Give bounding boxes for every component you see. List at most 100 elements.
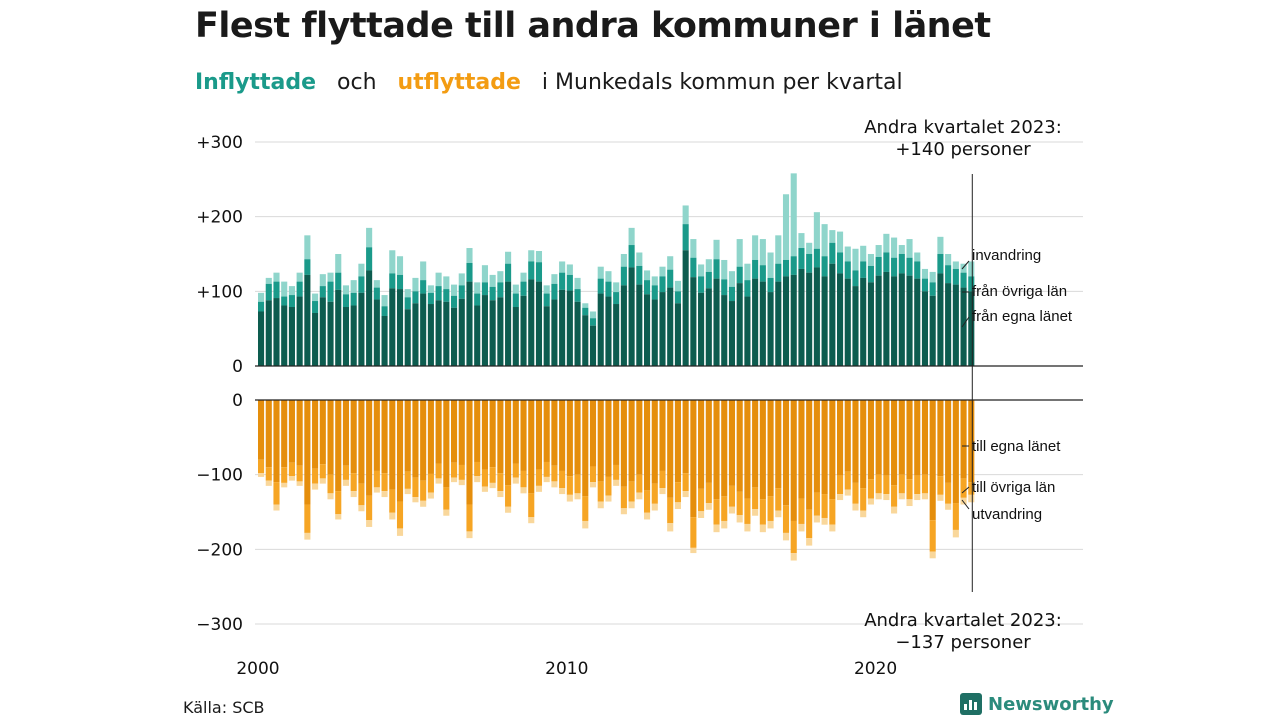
bar-in-own-county xyxy=(674,303,681,366)
bar-in-immigration xyxy=(373,280,380,288)
bar-out-emigration xyxy=(613,479,620,486)
bar-out-other-county xyxy=(489,467,496,483)
bar-in-own-county xyxy=(837,273,844,366)
bar-out-other-county xyxy=(952,503,959,530)
bar-in-other-county xyxy=(512,293,519,308)
bar-out-other-county xyxy=(296,465,303,482)
bar-out-own-county xyxy=(335,400,342,492)
bar-out-own-county xyxy=(674,400,681,483)
bar-in-own-county xyxy=(860,277,867,366)
bar-in-own-county xyxy=(528,279,535,366)
bar-in-own-county xyxy=(512,307,519,366)
bar-out-other-county xyxy=(705,482,712,504)
bar-out-emigration xyxy=(790,553,797,561)
bar-out-emigration xyxy=(273,504,280,511)
bar-in-other-county xyxy=(705,271,712,289)
bar-in-other-county xyxy=(535,262,543,282)
bar-in-own-county xyxy=(605,296,612,366)
bar-out-emigration xyxy=(945,503,952,510)
bar-in-immigration xyxy=(728,271,736,287)
bar-out-emigration xyxy=(389,512,396,520)
bar-in-other-county xyxy=(960,272,967,288)
bar-in-own-county xyxy=(790,274,797,366)
bar-out-emigration xyxy=(705,503,712,510)
bar-out-emigration xyxy=(451,477,458,483)
bar-out-other-county xyxy=(258,459,265,474)
bar-out-other-county xyxy=(883,475,890,495)
bar-in-immigration xyxy=(296,272,303,282)
bar-out-emigration xyxy=(350,491,357,498)
chart-title: Flest flyttade till andra kommuner i län… xyxy=(195,6,991,46)
bar-out-other-county xyxy=(968,482,975,495)
bar-in-own-county xyxy=(350,305,357,366)
bar-out-other-county xyxy=(875,474,882,494)
bar-out-own-county xyxy=(543,400,550,462)
bar-in-own-county xyxy=(474,305,481,366)
bar-in-immigration xyxy=(273,272,280,282)
bar-out-other-county xyxy=(937,476,944,495)
bar-out-emigration xyxy=(497,491,504,498)
bar-in-immigration xyxy=(396,256,404,275)
bar-out-own-county xyxy=(512,400,519,464)
bar-out-own-county xyxy=(728,400,736,486)
bar-out-own-county xyxy=(296,400,303,466)
inflow-series-label: från övriga län xyxy=(972,283,1067,300)
bar-out-emigration xyxy=(620,508,627,515)
bar-in-other-county xyxy=(620,266,627,286)
bar-out-emigration xyxy=(373,487,380,493)
bar-out-other-county xyxy=(906,479,913,500)
bar-out-own-county xyxy=(319,400,326,465)
bar-out-other-county xyxy=(821,494,828,518)
bar-out-own-county xyxy=(636,400,643,475)
y-tick-label: −300 xyxy=(196,615,243,635)
bar-out-other-county xyxy=(806,509,813,539)
bar-in-other-county xyxy=(667,269,674,288)
bar-out-other-county xyxy=(574,474,581,494)
bar-out-other-county xyxy=(860,488,867,511)
bar-out-other-county xyxy=(535,469,543,486)
bar-out-own-county xyxy=(420,400,427,481)
bar-out-other-county xyxy=(759,499,766,525)
subtitle-outflow-word: utflyttade xyxy=(397,70,521,95)
bar-out-other-county xyxy=(474,461,481,477)
bar-in-other-county xyxy=(952,268,959,285)
bar-in-own-county xyxy=(574,301,581,366)
bar-out-own-county xyxy=(860,400,867,489)
bar-in-other-county xyxy=(288,295,295,308)
bar-in-other-county xyxy=(412,291,419,304)
bar-in-own-county xyxy=(427,304,434,366)
bar-in-other-county xyxy=(914,261,921,279)
bar-out-own-county xyxy=(605,400,612,477)
bar-out-emigration xyxy=(728,506,736,514)
bar-in-other-county xyxy=(767,277,774,293)
bar-out-emigration xyxy=(304,532,311,540)
bar-out-own-county xyxy=(759,400,766,500)
label-leader xyxy=(961,316,970,328)
bar-in-immigration xyxy=(258,292,265,302)
bar-in-immigration xyxy=(605,271,612,282)
bar-in-own-county xyxy=(960,287,967,366)
bar-in-other-county xyxy=(528,261,535,280)
bar-out-emigration xyxy=(605,495,612,502)
bar-out-own-county xyxy=(613,400,620,465)
bar-in-other-county xyxy=(728,286,736,302)
bar-out-emigration xyxy=(420,500,427,507)
bar-in-other-county xyxy=(335,272,342,290)
bar-out-other-county xyxy=(396,501,404,529)
bar-in-own-county xyxy=(296,296,303,366)
bar-in-own-county xyxy=(551,299,558,366)
bar-out-emigration xyxy=(559,488,566,495)
bar-in-own-county xyxy=(690,277,697,366)
bar-out-other-county xyxy=(451,462,458,478)
bar-out-emigration xyxy=(319,478,326,484)
bar-out-own-county xyxy=(844,400,851,472)
bar-out-other-county xyxy=(389,489,396,513)
bar-out-own-county xyxy=(821,400,828,495)
bar-in-immigration xyxy=(674,280,681,292)
bar-out-other-county xyxy=(404,471,411,489)
bar-out-emigration xyxy=(883,494,890,501)
bar-in-other-county xyxy=(867,265,874,283)
bar-in-other-county xyxy=(466,262,473,282)
bar-out-other-county xyxy=(505,485,512,507)
bar-in-immigration xyxy=(775,235,782,264)
